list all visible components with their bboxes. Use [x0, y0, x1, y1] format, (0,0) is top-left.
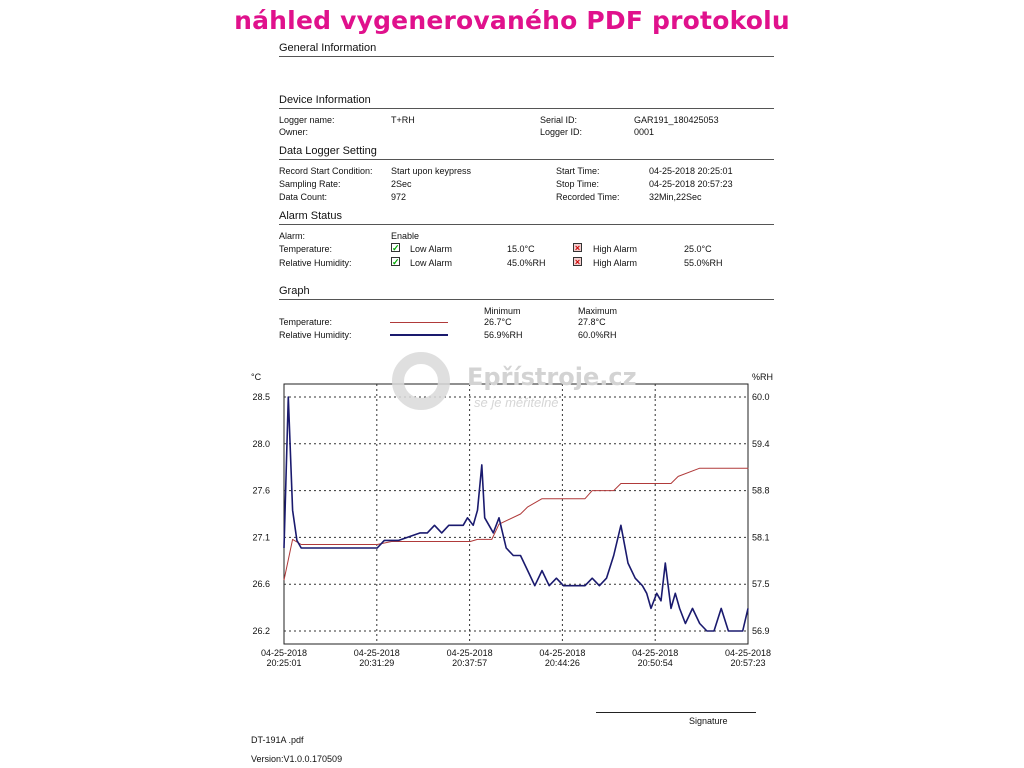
stop-time-label: Stop Time: [556, 179, 600, 189]
signature-line [596, 712, 756, 713]
alarm-label: Alarm: [279, 231, 306, 241]
owner-label: Owner: [279, 127, 309, 137]
serial-id-label: Serial ID: [540, 115, 578, 125]
section-data-logger-setting: Data Logger Setting [279, 145, 774, 160]
data-count-value: 972 [391, 192, 407, 202]
check-icon: ✓ [391, 257, 400, 267]
temp-low-alarm-label: Low Alarm [410, 244, 453, 254]
y-left-unit-label: °C [251, 372, 262, 382]
x-tick-date-label: 04-25-2018 [354, 648, 400, 658]
y-left-tick-label: 28.5 [252, 392, 270, 402]
y-right-tick-label: 58.8 [752, 486, 770, 496]
y-right-tick-label: 59.4 [752, 439, 770, 449]
recorded-time-label: Recorded Time: [556, 192, 620, 202]
signature-label: Signature [689, 716, 728, 726]
start-condition-label: Record Start Condition: [279, 166, 373, 176]
rh-high-alarm-value: 55.0%RH [684, 258, 723, 268]
legend-temperature-swatch [390, 322, 448, 323]
sampling-rate-label: Sampling Rate: [279, 179, 341, 189]
footer-version: Version:V1.0.0.170509 [251, 754, 343, 764]
rh-high-alarm-label: High Alarm [593, 258, 638, 268]
section-graph: Graph [279, 285, 774, 300]
x-tick-date-label: 04-25-2018 [261, 648, 307, 658]
data-count-label: Data Count: [279, 192, 328, 202]
legend-humidity-max: 60.0%RH [578, 330, 617, 340]
legend-temperature-label: Temperature: [279, 317, 333, 327]
logger-id-value: 0001 [634, 127, 655, 137]
x-tick-date-label: 04-25-2018 [725, 648, 771, 658]
cross-icon: × [573, 257, 582, 267]
y-right-unit-label: %RH [752, 372, 773, 382]
x-tick-time-label: 20:31:29 [359, 658, 394, 668]
temperature-series-line [283, 467, 749, 581]
y-left-tick-label: 26.6 [252, 579, 270, 589]
plot-frame [283, 383, 749, 645]
watermark-logo-icon [392, 352, 450, 410]
y-right-tick-label: 56.9 [752, 626, 770, 636]
section-device-information: Device Information [279, 94, 774, 109]
temp-high-alarm-label: High Alarm [593, 244, 638, 254]
footer-file-name: DT-191A .pdf [251, 735, 304, 745]
x-tick-time-label: 20:44:26 [545, 658, 580, 668]
legend-humidity-swatch [390, 334, 448, 336]
x-tick-date-label: 04-25-2018 [539, 648, 585, 658]
banner-title: náhled vygenerovaného PDF protokolu [234, 6, 790, 35]
x-tick-time-label: 20:57:23 [730, 658, 765, 668]
logger-id-label: Logger ID: [540, 127, 583, 137]
y-left-tick-label: 28.0 [252, 439, 270, 449]
x-tick-time-label: 20:25:01 [266, 658, 301, 668]
x-tick-time-label: 20:37:57 [452, 658, 487, 668]
section-general-information: General Information [279, 42, 774, 57]
x-tick-date-label: 04-25-2018 [447, 648, 493, 658]
legend-minimum-header: Minimum [484, 306, 521, 316]
alarm-value: Enable [391, 231, 420, 241]
start-condition-value: Start upon keypress [391, 166, 472, 176]
alarm-humidity-label: Relative Humidity: [279, 258, 352, 268]
legend-temperature-max: 27.8°C [578, 317, 606, 327]
logger-name-label: Logger name: [279, 115, 335, 125]
legend-maximum-header: Maximum [578, 306, 618, 316]
serial-id-value: GAR191_180425053 [634, 115, 719, 125]
watermark-brand: Epřístroje.cz [467, 363, 637, 391]
temp-high-alarm-value: 25.0°C [684, 244, 712, 254]
rh-low-alarm-label: Low Alarm [410, 258, 453, 268]
y-left-tick-label: 27.1 [252, 532, 270, 542]
watermark-tagline: se je měřitelné [474, 395, 559, 410]
legend-temperature-min: 26.7°C [484, 317, 512, 327]
alarm-temperature-label: Temperature: [279, 244, 333, 254]
x-tick-time-label: 20:50:54 [638, 658, 673, 668]
logger-name-value: T+RH [391, 115, 415, 125]
start-time-value: 04-25-2018 20:25:01 [649, 166, 733, 176]
cross-icon: × [573, 243, 582, 253]
check-icon: ✓ [391, 243, 400, 253]
legend-humidity-min: 56.9%RH [484, 330, 523, 340]
rh-low-alarm-value: 45.0%RH [507, 258, 546, 268]
sampling-rate-value: 2Sec [391, 179, 412, 189]
legend-humidity-label: Relative Humidity: [279, 330, 352, 340]
y-left-tick-label: 27.6 [252, 486, 270, 496]
humidity-series-line [283, 396, 749, 632]
y-left-tick-label: 26.2 [252, 626, 270, 636]
y-right-tick-label: 60.0 [752, 392, 770, 402]
temp-low-alarm-value: 15.0°C [507, 244, 535, 254]
y-right-tick-label: 58.1 [752, 532, 770, 542]
start-time-label: Start Time: [556, 166, 600, 176]
x-tick-date-label: 04-25-2018 [632, 648, 678, 658]
section-alarm-status: Alarm Status [279, 210, 774, 225]
recorded-time-value: 32Min,22Sec [649, 192, 702, 202]
stop-time-value: 04-25-2018 20:57:23 [649, 179, 733, 189]
y-right-tick-label: 57.5 [752, 579, 770, 589]
